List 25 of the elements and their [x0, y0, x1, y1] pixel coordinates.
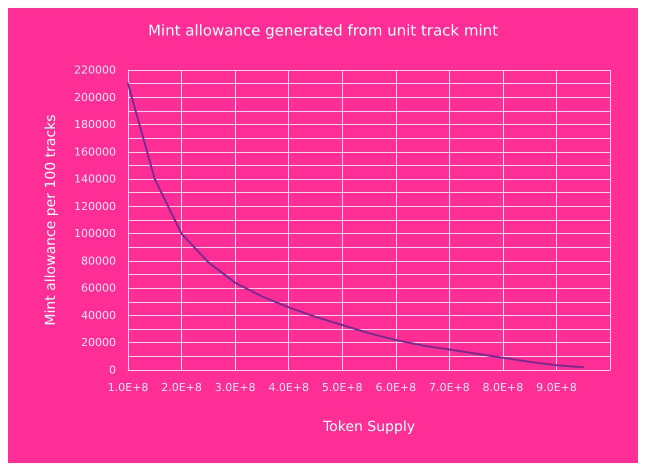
y-axis-title: Mint allowance per 100 tracks: [43, 114, 59, 326]
x-tick-label: 1.0E+8: [108, 381, 148, 394]
y-tick-label: 100000: [74, 227, 116, 240]
x-tick-label: 2.0E+8: [161, 381, 202, 394]
x-tick-label: 9.0E+8: [536, 381, 577, 394]
y-tick-label: 200000: [74, 90, 116, 104]
x-tick-label: 8.0E+8: [482, 381, 524, 394]
x-tick-label: 4.0E+8: [268, 381, 310, 394]
y-tick-label: 120000: [74, 200, 116, 213]
line-series: [127, 82, 584, 368]
y-tick-label: 40000: [81, 308, 116, 322]
y-tick-label: 160000: [74, 145, 116, 158]
y-tick-label: 0: [109, 364, 116, 376]
y-tick-label: 180000: [74, 118, 116, 132]
y-tick-label: 60000: [81, 282, 116, 295]
x-tick-label: 6.0E+8: [375, 381, 416, 394]
y-tick-label: 20000: [81, 336, 116, 350]
y-tick-label: 220000: [74, 64, 116, 76]
y-tick-label: 140000: [74, 172, 116, 186]
chart-title: Mint allowance generated from unit track mint: [148, 22, 498, 40]
y-tick-label: 80000: [81, 254, 116, 268]
x-axis-title: Token Supply: [322, 419, 415, 435]
x-tick-label: 7.0E+8: [428, 381, 470, 394]
x-tick-label: 3.0E+8: [214, 381, 256, 394]
x-tick-label: 5.0E+8: [322, 381, 363, 394]
